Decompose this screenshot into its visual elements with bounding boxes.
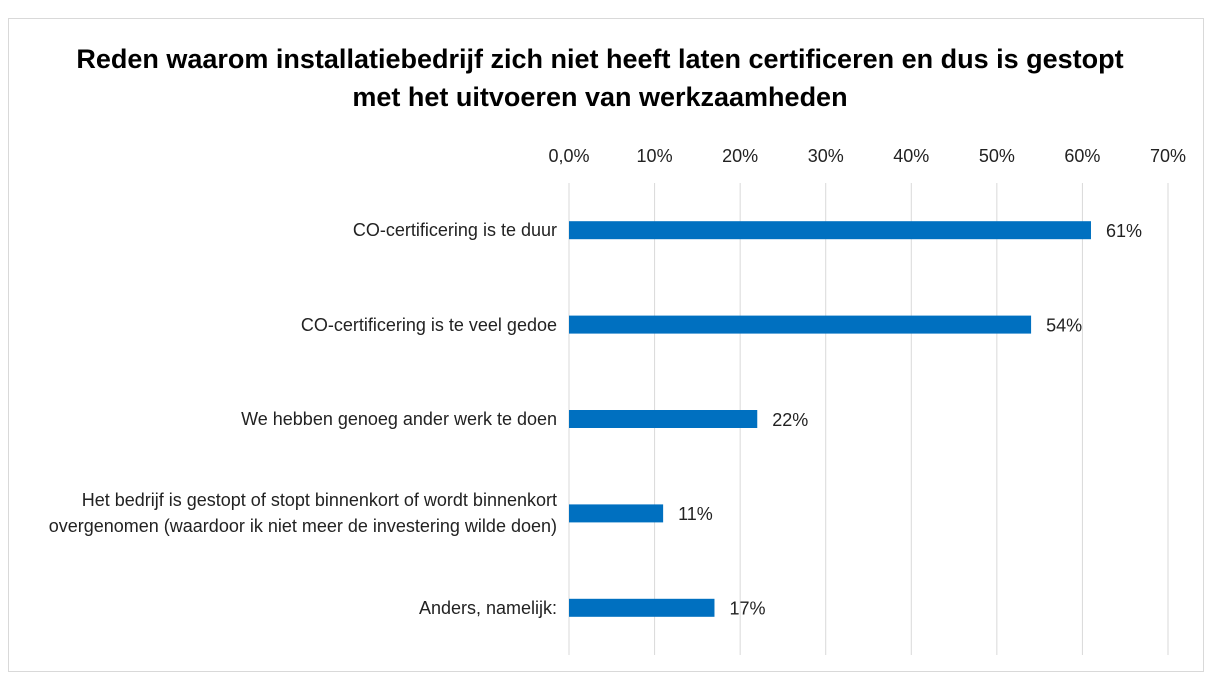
- x-tick-label: 60%: [1064, 146, 1100, 166]
- y-tick-label: We hebben genoeg ander werk te doen: [241, 409, 557, 429]
- x-tick-label: 10%: [637, 146, 673, 166]
- y-tick-label: CO-certificering is te veel gedoe: [300, 314, 557, 335]
- y-tick-label: Anders, namelijk:: [418, 597, 557, 618]
- chart-title: Reden waarom installatiebedrijf zich nie…: [76, 44, 1124, 112]
- x-tick-label: 50%: [979, 146, 1015, 166]
- bar: [569, 410, 758, 428]
- bar: [569, 315, 1032, 334]
- data-label: 22%: [772, 410, 808, 430]
- data-label: 17%: [729, 599, 765, 619]
- bar: [569, 221, 1091, 240]
- data-label: 54%: [1046, 315, 1082, 335]
- x-tick-label: 0,0%: [548, 146, 589, 166]
- chart-frame: [8, 18, 1204, 672]
- x-tick-label: 20%: [722, 146, 758, 166]
- data-label: 11%: [678, 504, 713, 524]
- x-tick-label: 70%: [1150, 146, 1186, 166]
- bar: [569, 504, 664, 523]
- y-tick-label: Het bedrijf is gestopt of stopt binnenko…: [48, 490, 557, 537]
- bar: [569, 598, 715, 617]
- data-label: 61%: [1106, 221, 1142, 241]
- x-tick-label: 40%: [893, 146, 929, 166]
- x-tick-label: 30%: [808, 146, 844, 166]
- y-tick-label: CO-certificering is te duur: [352, 220, 557, 241]
